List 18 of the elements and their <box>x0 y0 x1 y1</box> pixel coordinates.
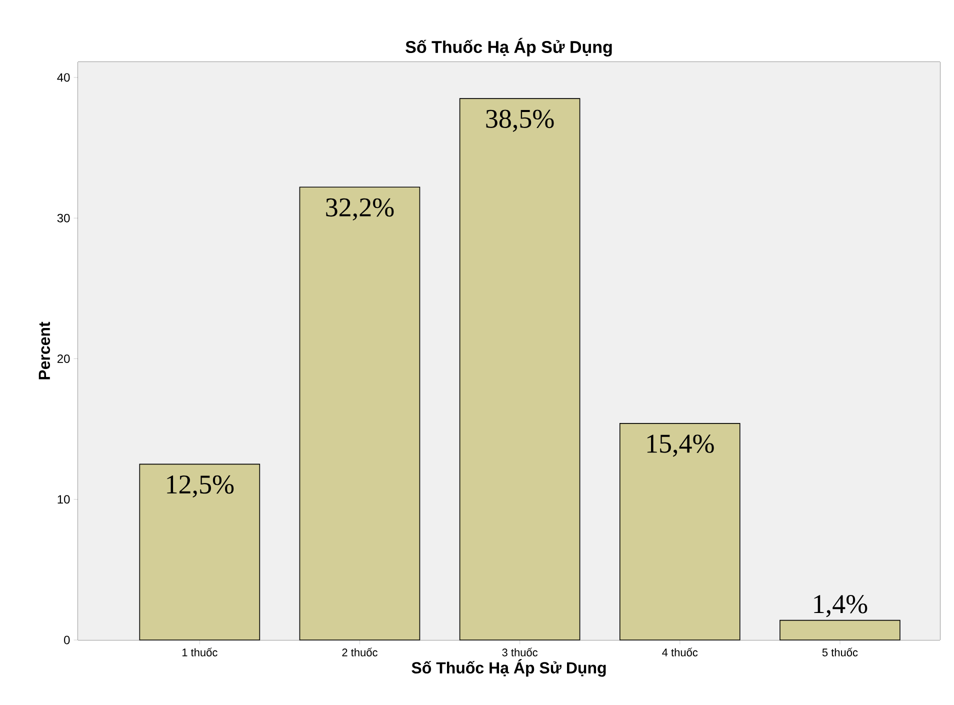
y-tick-label: 10 <box>58 495 70 504</box>
y-tick-label: 0 <box>64 636 70 644</box>
x-tick-label: 1 thuốc <box>182 648 218 656</box>
y-tick-label: 20 <box>57 354 70 363</box>
x-tick-label: 3 thuốc <box>502 648 538 656</box>
data-label: 15,4% <box>647 434 714 457</box>
x-tick-label: 5 thuốc <box>822 648 858 656</box>
x-tick-label: 4 thuốc <box>662 648 698 656</box>
chart-title: Số Thuốc Hạ Áp Sử Dụng <box>406 38 612 56</box>
data-label: 32,2% <box>326 198 394 220</box>
data-label: 38,5% <box>486 110 554 132</box>
x-tick-label: 2 thuốc <box>342 648 378 656</box>
y-tick-label: 30 <box>57 214 70 222</box>
x-axis-title: Số Thuốc Hạ Áp Sử Dụng <box>412 659 606 677</box>
y-tick-label: 40 <box>57 73 70 82</box>
data-label: 1,4% <box>814 595 868 618</box>
data-label: 12,5% <box>167 475 234 498</box>
y-axis-title: Percent <box>38 322 50 380</box>
